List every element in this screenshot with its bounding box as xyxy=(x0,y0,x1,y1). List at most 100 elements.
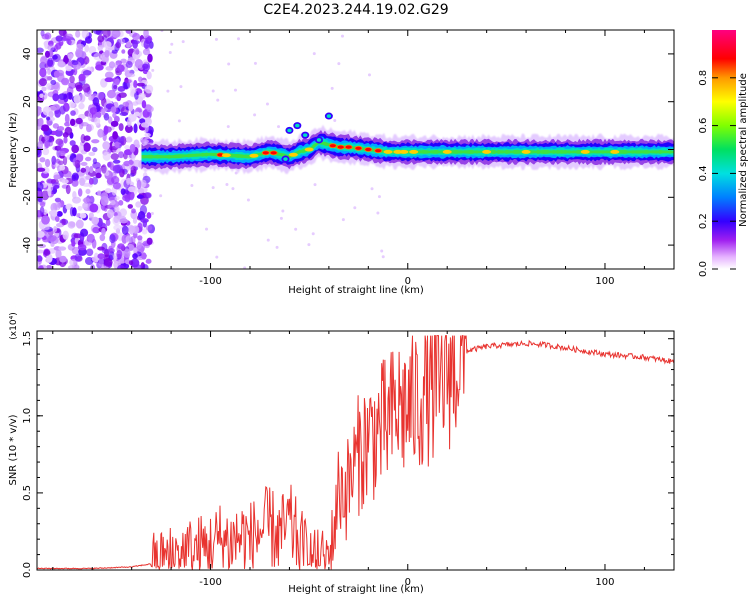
noise-blob xyxy=(113,224,122,231)
noise-blob xyxy=(61,77,70,86)
noise-dot xyxy=(313,183,317,187)
noise-blob xyxy=(133,123,138,134)
figure-title: C2E4.2023.244.19.02.G29 xyxy=(263,2,448,18)
noise-blob xyxy=(124,124,133,134)
noise-dot xyxy=(225,183,229,187)
ridge-hotspot xyxy=(383,149,393,154)
noise-blob xyxy=(106,89,116,99)
noise-blob xyxy=(80,228,89,237)
ridge-hotspot xyxy=(409,149,419,154)
noise-dot xyxy=(159,194,163,198)
noise-blob xyxy=(83,135,91,142)
noise-blob xyxy=(62,230,69,240)
noise-blob xyxy=(68,101,76,109)
noise-blob xyxy=(85,124,92,133)
noise-blob xyxy=(52,123,60,129)
ridge-hotspot xyxy=(288,152,298,157)
noise-blob xyxy=(91,216,100,225)
noise-blob xyxy=(54,109,61,118)
noise-blob xyxy=(39,206,45,216)
noise-blob xyxy=(59,150,66,156)
ridge-hotspot xyxy=(304,147,314,152)
ridge-hotspot xyxy=(336,144,345,150)
noise-dot xyxy=(243,266,247,269)
noise-blob xyxy=(130,258,140,268)
noise-blob xyxy=(111,49,118,54)
noise-blob xyxy=(131,208,136,214)
noise-blob xyxy=(110,153,119,161)
noise-blob xyxy=(140,179,147,188)
colorbar-tick-label: 0.0 xyxy=(698,261,709,277)
noise-blob xyxy=(72,191,77,199)
noise-blob xyxy=(137,235,143,241)
noise-blob xyxy=(41,86,47,92)
spectrogram-x-tick-labels: -100 0 100 xyxy=(199,276,614,287)
noise-blob xyxy=(39,56,48,65)
noise-blob xyxy=(132,159,142,168)
noise-blob xyxy=(103,112,110,121)
spectrogram-y-tick-label: 0 xyxy=(22,146,33,152)
noise-dot xyxy=(337,62,341,66)
noise-blob xyxy=(50,202,58,212)
noise-dot xyxy=(236,37,240,41)
noise-blob xyxy=(104,50,110,58)
noise-blob xyxy=(147,53,153,63)
noise-blob xyxy=(43,249,51,256)
noise-blob xyxy=(84,36,93,44)
noise-blob xyxy=(61,179,69,184)
noise-blob xyxy=(124,79,132,84)
noise-blob xyxy=(53,44,59,53)
noise-blob xyxy=(83,196,93,204)
noise-blob xyxy=(104,188,112,194)
noise-blob xyxy=(69,118,76,127)
noise-blob xyxy=(64,113,70,124)
ridge-hotspot xyxy=(482,149,492,154)
noise-blob xyxy=(39,67,47,78)
noise-blob xyxy=(40,124,50,132)
noise-blob xyxy=(77,244,87,251)
noise-blob xyxy=(58,93,68,100)
colorbar-tick-label: 0.6 xyxy=(698,118,709,134)
snr-y-multiplier: (x10⁴) xyxy=(9,312,19,339)
noise-blob xyxy=(142,63,149,70)
noise-blob xyxy=(118,38,126,45)
noise-dot xyxy=(231,187,235,191)
noise-blob xyxy=(128,113,137,122)
noise-blob xyxy=(67,53,74,60)
noise-blob xyxy=(75,49,82,58)
ridge-hotspot xyxy=(354,145,363,151)
noise-blob xyxy=(92,226,100,234)
noise-blob xyxy=(111,30,121,38)
noise-blob xyxy=(127,204,133,209)
noise-dot xyxy=(370,187,374,191)
noise-blob xyxy=(95,172,102,179)
spectrogram-y-tick-labels: -40 -20 0 20 40 xyxy=(22,48,33,254)
snr-x-tick-label: 100 xyxy=(595,577,614,588)
noise-dot xyxy=(190,183,194,187)
noise-blob xyxy=(44,140,50,149)
noise-dot xyxy=(307,243,311,247)
noise-blob xyxy=(67,39,72,45)
ridge-hotspot xyxy=(374,148,383,154)
colorbar-ticks: 0.0 0.2 0.4 0.6 0.8 xyxy=(698,70,736,277)
noise-blob xyxy=(104,71,114,79)
noise-blob xyxy=(146,105,154,113)
noise-blob xyxy=(77,188,83,197)
noise-blob xyxy=(129,143,136,153)
noise-blob xyxy=(112,164,122,174)
noise-blob xyxy=(113,211,118,217)
ridge-hotspot xyxy=(344,144,353,150)
noise-blob xyxy=(78,143,85,153)
noise-blob xyxy=(145,225,153,231)
ridge-hotspot xyxy=(261,150,270,156)
noise-blob xyxy=(130,86,137,94)
noise-blob xyxy=(39,93,44,99)
noise-blob xyxy=(144,132,151,138)
noise-blob xyxy=(125,136,133,143)
noise-dot xyxy=(151,68,155,72)
noise-blob xyxy=(69,140,76,146)
noise-blob xyxy=(84,241,92,246)
noise-dot xyxy=(265,102,269,106)
noise-dot xyxy=(150,212,154,216)
noise-blob xyxy=(118,123,124,131)
